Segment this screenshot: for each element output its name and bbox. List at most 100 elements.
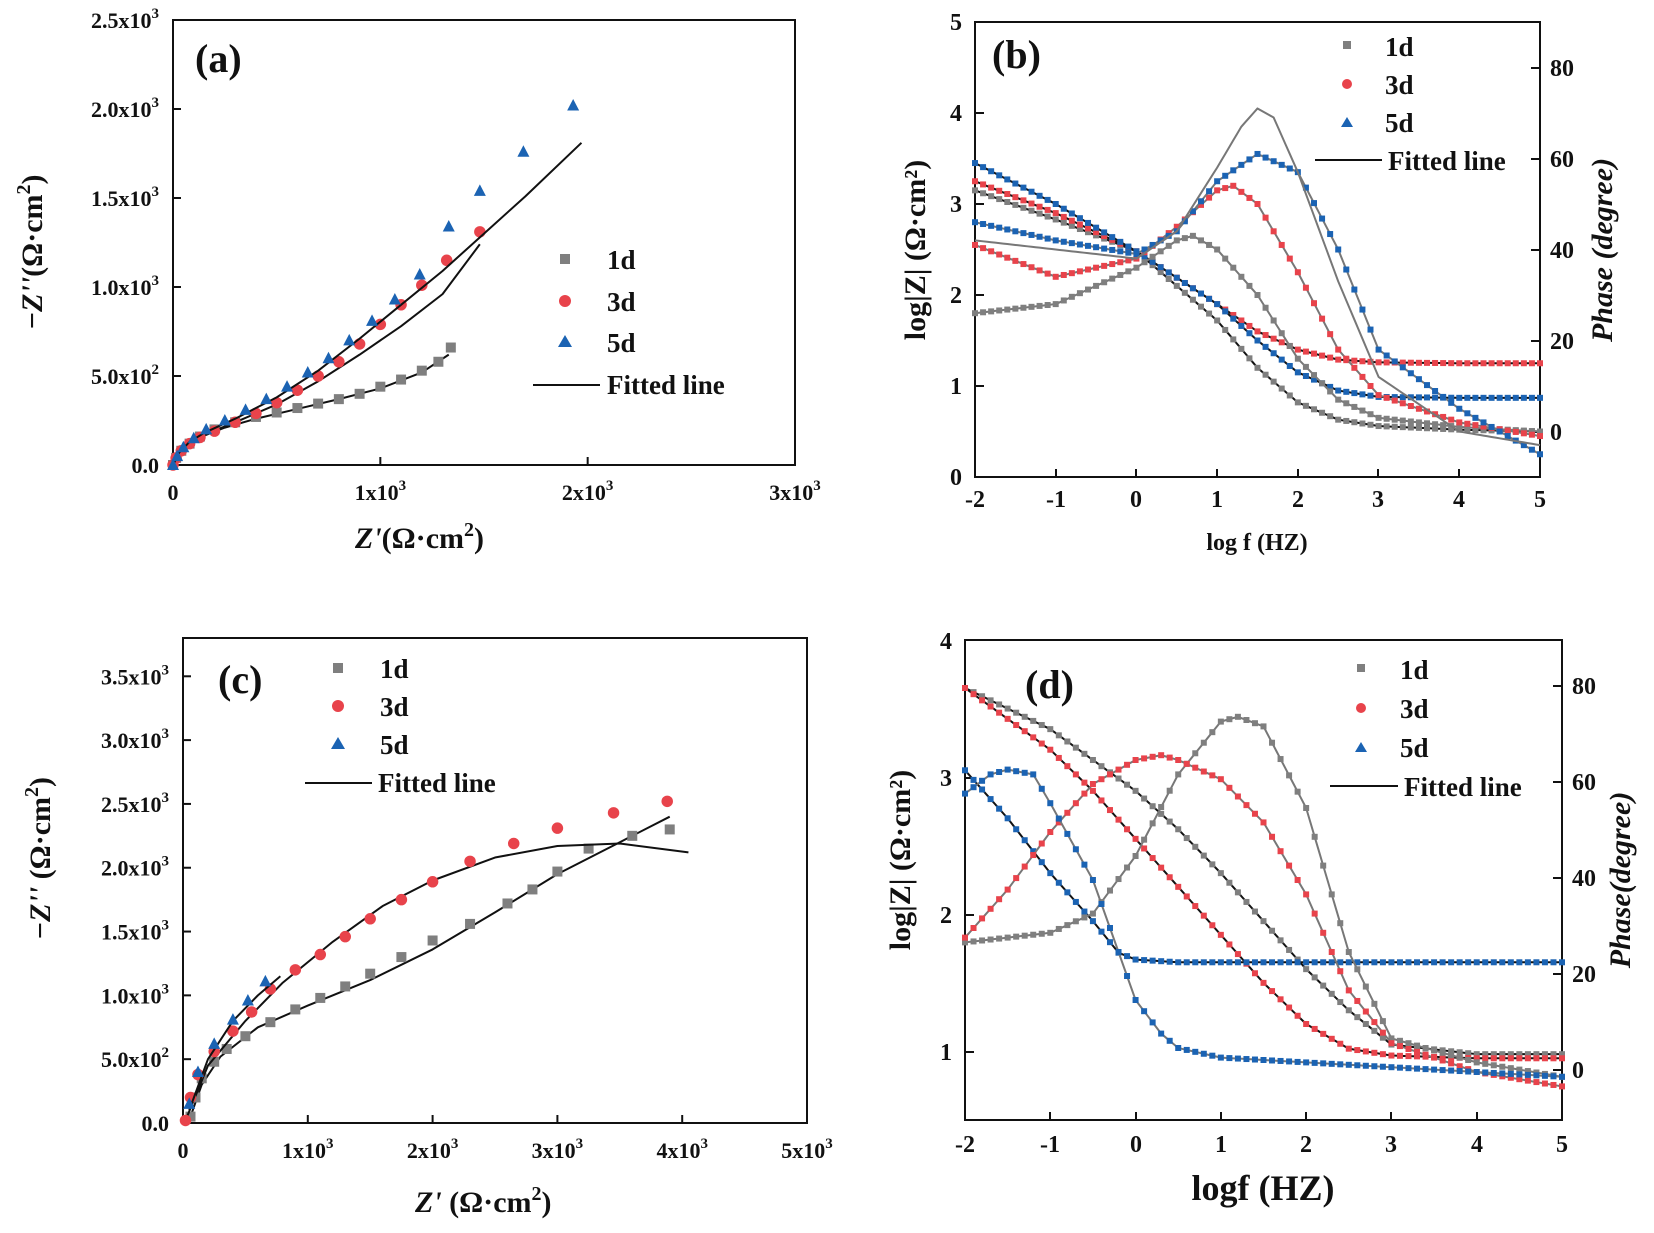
data-point-5d [1465,959,1472,966]
data-point-1d [1157,269,1164,276]
data-point-3d [1396,1052,1403,1059]
data-point-5d [1407,394,1414,401]
data-point-1d [1055,925,1062,932]
data-point-1d [1238,273,1245,280]
data-point-1d [315,992,326,1003]
ytick-label: 3.0x103 [101,726,169,753]
panel-a-xlabel: Z'(Ω·cm2) [354,519,484,555]
data-point-1d [527,884,538,895]
data-point-5d [1044,196,1051,203]
data-point-3d [1319,352,1326,359]
data-point-1d [1507,1065,1514,1072]
data-point-5d [1206,188,1213,195]
data-point-5d [1311,200,1317,207]
data-point-3d [970,691,977,698]
fit-line-1d [189,815,671,1117]
data-point-3d [1028,264,1035,271]
data-point-3d [1520,430,1527,437]
data-point-1d [333,394,344,405]
data-point-5d [1335,246,1342,253]
data-point-5d [1328,1060,1335,1067]
data-point-5d [1209,1052,1216,1059]
data-point-3d [1439,1057,1446,1064]
legend-marker-1d [1357,664,1365,672]
data-point-3d [1089,787,1096,794]
data-point-1d [1465,1050,1472,1057]
data-point-3d [1383,394,1390,401]
data-point-3d [426,876,439,888]
panel-c-legend: 1d 3d 5d Fitted line [305,654,496,798]
data-point-1d [1243,717,1250,723]
data-point-3d [1085,225,1091,232]
data-point-1d [1044,302,1051,309]
xtick-label: 1x103 [282,1136,334,1163]
data-point-3d [1117,259,1124,266]
data-point-3d [1431,1054,1438,1061]
data-point-3d [988,184,995,191]
data-point-1d [1047,726,1054,733]
data-point-3d [1311,910,1318,917]
data-point-3d [1362,1048,1369,1055]
data-point-1d [1319,380,1326,387]
data-point-5d [1424,382,1430,389]
data-point-1d [1200,852,1207,859]
data-point-5d [1507,959,1514,966]
data-point-5d [1060,238,1067,245]
data-point-1d [1405,1040,1412,1047]
data-point-5d [1230,167,1237,174]
legend-label-1d: 1d [380,654,409,684]
data-point-5d [442,219,455,232]
data-point-3d [1488,360,1495,367]
data-point-1d [1550,1051,1557,1058]
data-point-1d [1516,1051,1523,1058]
data-point-1d [1379,1034,1386,1041]
data-point-3d [1359,373,1366,380]
data-point-1d [1055,732,1062,739]
data-point-3d [1541,1055,1548,1062]
data-point-3d [1270,335,1277,342]
data-point-3d [1375,392,1382,399]
data-point-1d [1238,345,1245,352]
data-point-5d [1286,959,1293,966]
data-point-1d [1206,241,1213,248]
data-point-1d [1367,411,1374,418]
data-point-1d [1141,795,1148,802]
data-point-3d [962,685,968,691]
data-point-5d [1371,1063,1378,1070]
data-point-5d [1528,394,1535,401]
data-point-1d [1375,414,1382,421]
data-point-1d [1262,304,1269,311]
data-point-5d [1166,1037,1173,1044]
data-point-1d [996,307,1003,314]
data-point-1d [1226,879,1233,886]
data-point-3d [1550,1055,1557,1062]
data-point-3d [312,370,324,382]
data-point-1d [1158,810,1165,817]
data-point-5d [1214,178,1221,185]
data-point-3d [1021,728,1028,735]
data-point-1d [980,190,987,197]
data-point-1d [996,196,1003,203]
xtick: 5 [1556,1132,1568,1158]
data-point-5d [1375,346,1382,353]
data-point-1d [209,1056,220,1067]
data-point-3d [1303,1021,1310,1027]
data-point-5d [1354,959,1361,966]
data-point-1d [1036,302,1043,309]
data-point-1d [1004,705,1011,712]
data-point-1d [1141,836,1148,843]
data-point-3d [1175,883,1182,890]
data-point-3d [1243,802,1250,809]
data-point-5d [1098,901,1105,907]
data-point-1d [1328,891,1335,898]
data-point-3d [661,795,673,808]
data-point-1d [1004,306,1011,313]
data-point-5d [167,458,179,470]
xtick-label: 3x103 [532,1136,584,1163]
data-point-5d [1226,1055,1233,1062]
data-point-5d [1222,172,1229,179]
ytick-label: 0.0 [132,453,160,478]
data-point-3d [339,930,351,943]
data-point-3d [1251,810,1258,817]
